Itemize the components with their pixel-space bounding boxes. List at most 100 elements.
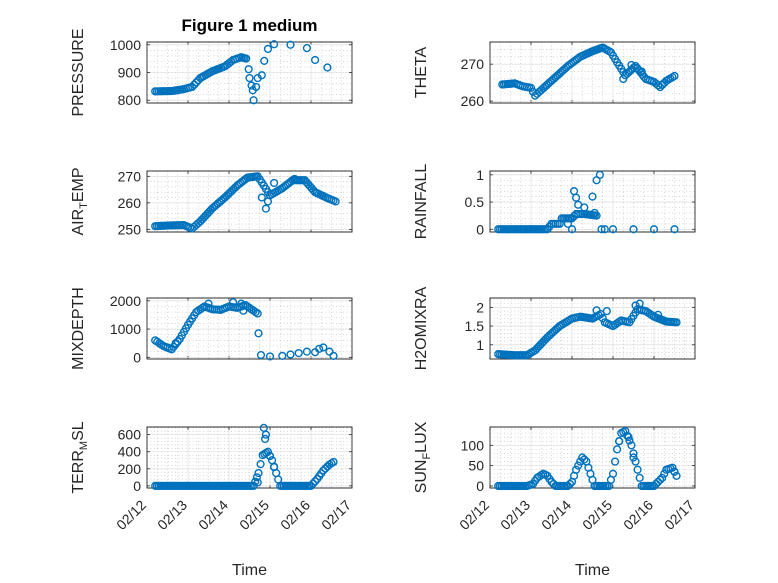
data-point [670,225,679,234]
data-point [311,477,320,486]
subplot-air-temp: 250 260 270 AIRTEMP [70,167,353,237]
y-axis-label-part: RAINFALL [413,164,430,240]
y-axis-label: AIRTEMP [70,167,90,235]
subplot-pressure: 800 900 1000 PRESSURE Figure 1 medium [70,16,353,117]
y-axis-label: THETA [413,47,430,99]
y-axis-label-part: F [421,453,433,460]
y-axis-label: H2OMIXRA [413,286,430,370]
y-axis-label-part: H2OMIXRA [413,286,430,370]
axes-background [489,170,696,233]
data-point [247,81,256,90]
subplot-rainfall: 0 0.5 1 RAINFALL [413,164,696,240]
data-point [602,306,611,316]
y-tick-label: 2 [476,299,484,315]
data-point [595,170,604,179]
data-point [237,299,246,308]
y-tick-label: 2000 [110,293,141,309]
data-point [325,347,334,356]
y-tick-label: 270 [118,168,142,184]
data-point [597,225,606,234]
y-axis-label: PRESSURE [70,28,87,116]
data-point [608,469,618,478]
x-tick-label: 02/17 [318,497,354,533]
data-point [278,351,287,360]
data-point [571,193,581,202]
data-point [294,348,303,358]
y-axis-label: RAINFALL [413,164,430,240]
data-point [608,225,618,234]
y-tick-label: 260 [118,195,142,211]
data-point [649,481,659,491]
data-point [649,225,659,234]
data-point [308,479,318,488]
data-point [319,343,328,352]
data-point [588,192,597,201]
data-point [672,318,681,327]
data-point [635,473,644,482]
data-point [615,437,624,446]
data-point [315,344,324,353]
data-point [306,481,316,490]
data-point [251,82,261,92]
data-point [619,74,628,84]
data-point [610,457,620,466]
data-point [633,465,642,474]
y-tick-label: 0 [476,221,484,237]
data-point [286,350,295,359]
x-tick-label: 02/13 [154,497,190,533]
data-point [565,479,575,489]
y-tick-label: 800 [118,92,142,108]
data-point [171,339,180,348]
axes-box [146,170,353,233]
y-tick-label: 1000 [110,321,141,337]
data-point [567,214,577,223]
data-point [672,471,681,480]
data-point [629,449,638,458]
data-point [229,298,238,307]
data-point [245,73,254,83]
data-point [656,475,665,484]
data-point [190,80,199,89]
x-tick-label: 02/16 [277,497,313,533]
data-point [563,219,573,228]
data-point [631,301,640,310]
data-point [653,477,663,487]
axes-background [489,297,696,360]
data-point [270,40,279,49]
data-point [260,56,269,65]
y-tick-label: 200 [118,461,142,477]
y-tick-label: 260 [461,93,485,109]
y-tick-label: 400 [118,444,142,460]
y-tick-label: 270 [461,56,485,72]
data-point [670,467,679,476]
data-point [567,225,577,234]
y-tick-label: 1 [476,337,484,353]
data-point [598,314,607,323]
y-axis-label-part: MIXDEPTH [70,287,87,370]
data-point [592,306,601,315]
y-axis-label: TERRMSL [70,421,90,493]
data-point [651,479,661,489]
data-point [637,67,646,76]
data-point [311,55,320,65]
data-point [265,352,275,361]
data-point [623,431,632,440]
chart-title: Figure 1 medium [181,16,317,35]
data-point [635,299,644,308]
data-point [574,461,583,470]
data-point [260,434,270,444]
x-tick-label: 02/17 [661,497,697,533]
axes-box [489,170,696,233]
data-point [526,83,536,92]
data-point [254,329,263,338]
x-tick-label: 02/14 [195,497,231,533]
data-point [302,347,312,356]
axes-box [146,41,353,104]
y-axis-label-part: LUX [413,421,430,452]
data-point [192,78,201,87]
data-point [290,174,299,184]
subplot-mixdepth: 0 1000 2000 MIXDEPTH [70,287,353,370]
y-axis-label-part: T [78,202,90,209]
